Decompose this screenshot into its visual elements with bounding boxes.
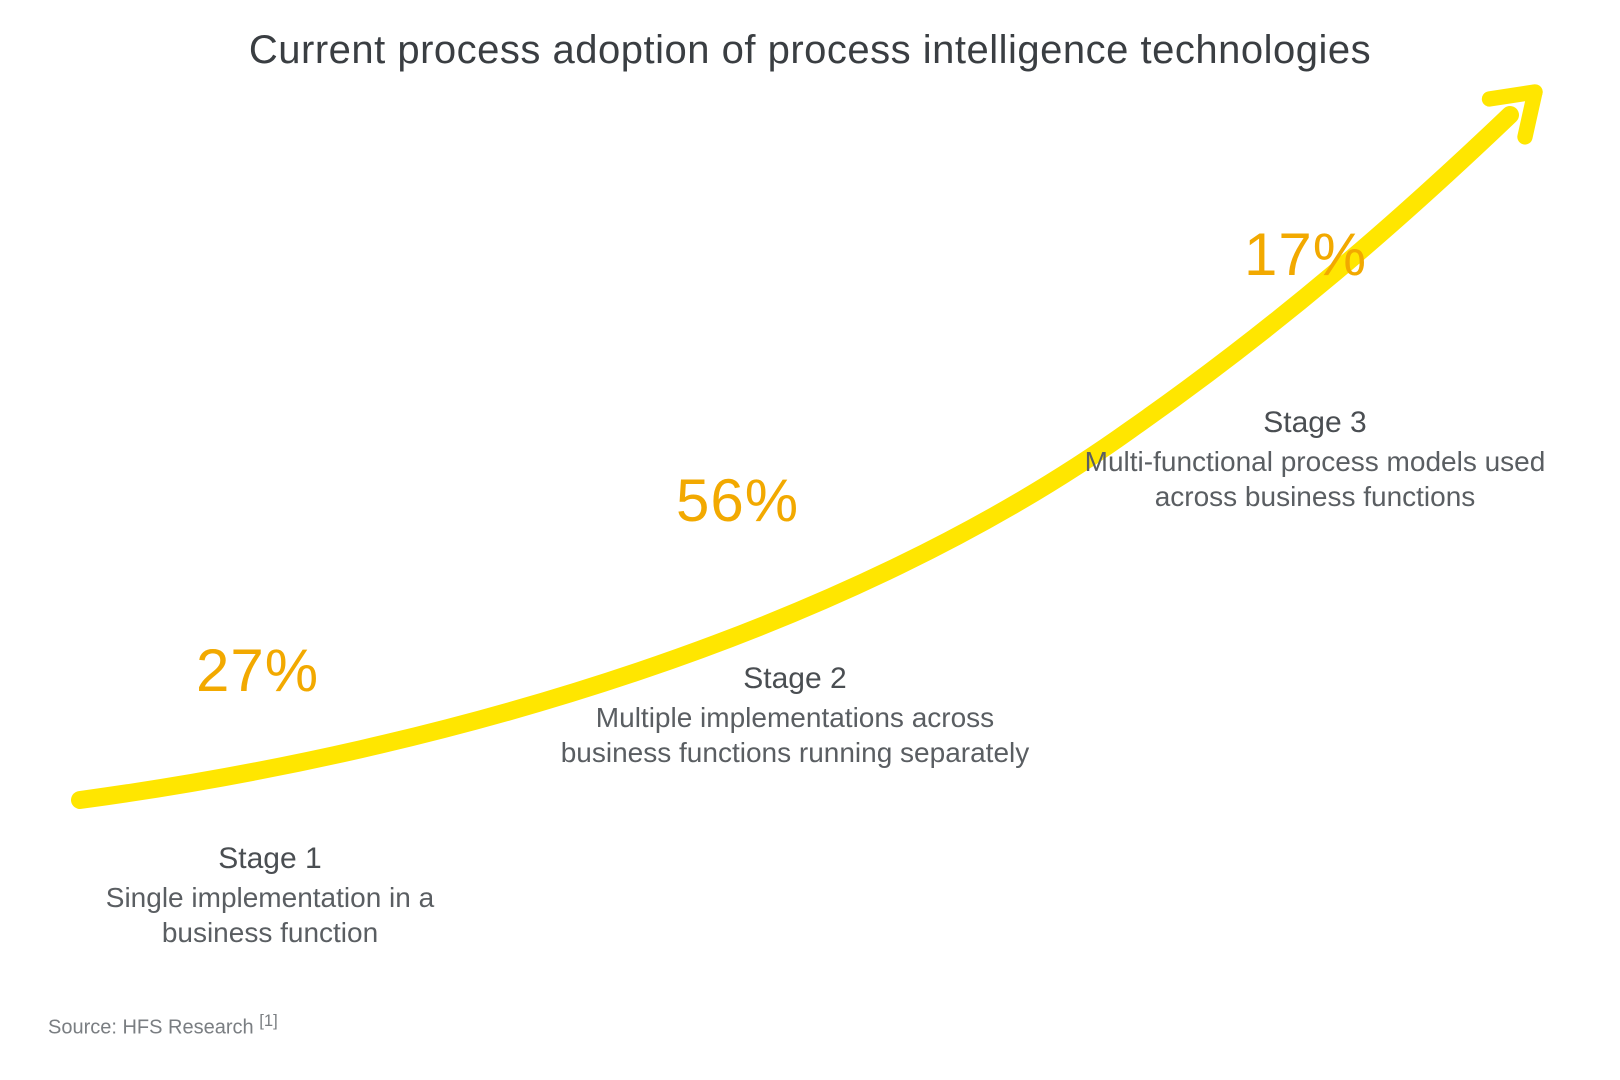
source-citation: Source: HFS Research [1] — [48, 1011, 278, 1040]
stage-1-percent: 27% — [196, 636, 319, 705]
stage-2-desc: Multiple implementations across business… — [560, 700, 1030, 770]
stage-2-title: Stage 2 — [560, 662, 1030, 696]
source-sup: [1] — [259, 1011, 278, 1030]
stage-3-percent: 17% — [1244, 220, 1367, 289]
arrow-wing-2 — [1489, 92, 1535, 99]
stage-1-desc: Single implementation in a business func… — [60, 880, 480, 950]
stage-3-title: Stage 3 — [1080, 406, 1550, 440]
stage-3-block: Stage 3 Multi-functional process models u… — [1080, 406, 1550, 514]
stage-1-block: Stage 1 Single implementation in a busine… — [60, 842, 480, 950]
stage-2-block: Stage 2 Multiple implementations across b… — [560, 662, 1030, 770]
stage-1-title: Stage 1 — [60, 842, 480, 876]
source-text: Source: HFS Research — [48, 1017, 259, 1039]
stage-3-desc: Multi-functional process models used acr… — [1080, 444, 1550, 514]
stage-2-percent: 56% — [676, 466, 799, 535]
